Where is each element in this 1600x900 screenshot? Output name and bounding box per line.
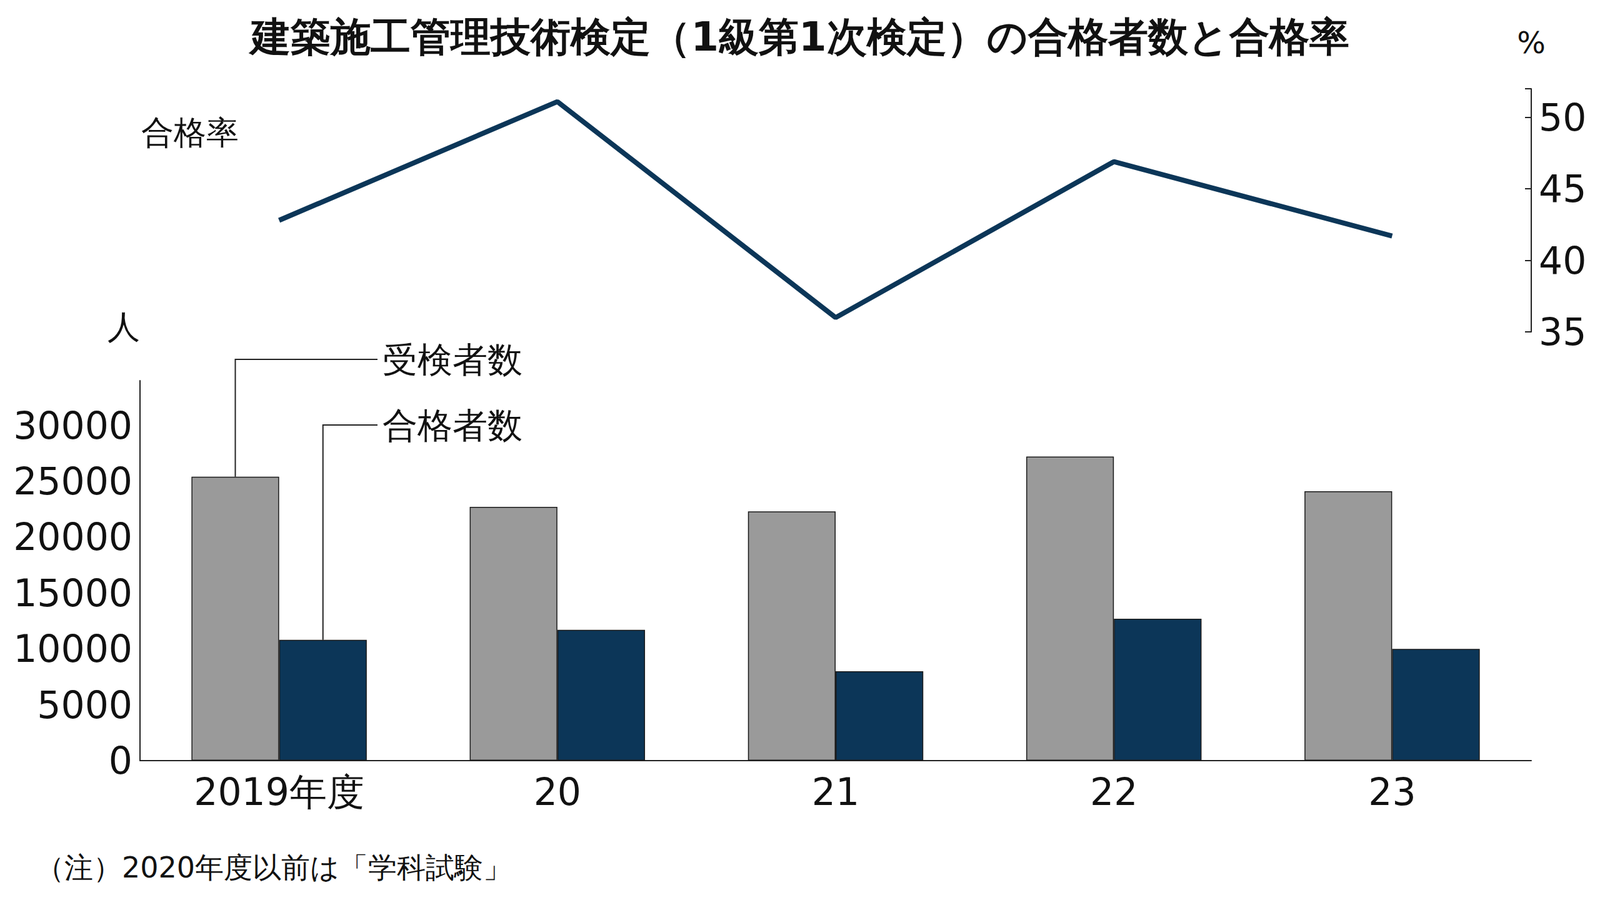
svg-text:23: 23 [1368,770,1416,814]
svg-text:合格者数: 合格者数 [382,405,523,446]
svg-text:45: 45 [1538,166,1587,211]
svg-text:35: 35 [1538,310,1587,354]
svg-text:（注）2020年度以前は「学科試験」: （注）2020年度以前は「学科試験」 [35,850,512,885]
svg-text:人: 人 [107,308,140,346]
svg-text:40: 40 [1538,238,1587,283]
svg-text:5000: 5000 [36,683,133,727]
svg-text:0: 0 [108,738,133,783]
svg-text:22: 22 [1090,770,1138,814]
svg-text:受検者数: 受検者数 [382,339,523,380]
svg-text:15000: 15000 [13,571,133,615]
svg-text:10000: 10000 [13,626,133,671]
svg-text:50: 50 [1538,95,1587,140]
svg-text:20000: 20000 [13,515,133,559]
svg-text:建築施工管理技術検定（1級第1次検定）の合格者数と合格率: 建築施工管理技術検定（1級第1次検定）の合格者数と合格率 [248,13,1349,60]
svg-text:2019年度: 2019年度 [193,770,365,814]
svg-text:21: 21 [811,770,860,814]
svg-text:25000: 25000 [13,459,133,504]
svg-text:30000: 30000 [13,403,133,448]
svg-text:20: 20 [533,770,582,814]
svg-text:合格率: 合格率 [141,113,239,152]
svg-text:%: % [1516,25,1546,60]
